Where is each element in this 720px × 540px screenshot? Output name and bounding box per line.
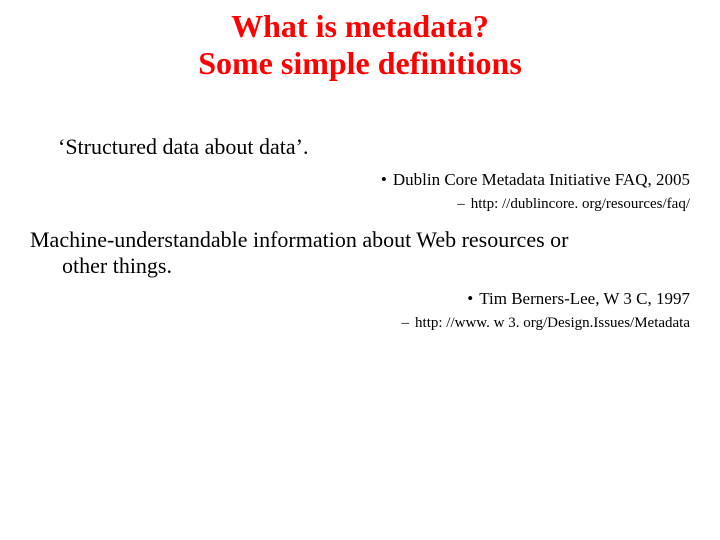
citation-1-url-text: http: //dublincore. org/resources/faq/ bbox=[471, 196, 690, 212]
citation-group-1: • Dublin Core Metadata Initiative FAQ, 20… bbox=[30, 170, 690, 213]
definition-2-line2: other things. bbox=[62, 253, 172, 278]
citation-2-source-text: Tim Berners-Lee, W 3 C, 1997 bbox=[479, 289, 690, 308]
citation-group-2: • Tim Berners-Lee, W 3 C, 1997 –http: //w… bbox=[30, 289, 690, 332]
definition-1-text: ‘Structured data about data’. bbox=[58, 134, 690, 160]
dash-icon: – bbox=[457, 196, 465, 213]
definition-2-text: Machine-understandable information about… bbox=[30, 227, 690, 280]
slide-title: What is metadata? Some simple definition… bbox=[30, 8, 690, 82]
citation-2-url: –http: //www. w 3. org/Design.Issues/Met… bbox=[30, 315, 690, 332]
bullet-icon: • bbox=[467, 289, 473, 309]
slide-container: What is metadata? Some simple definition… bbox=[0, 0, 720, 352]
citation-1-url: –http: //dublincore. org/resources/faq/ bbox=[30, 196, 690, 213]
citation-2-url-text: http: //www. w 3. org/Design.Issues/Meta… bbox=[415, 315, 690, 331]
title-line-1: What is metadata? bbox=[30, 8, 690, 45]
citation-1-source: • Dublin Core Metadata Initiative FAQ, 20… bbox=[30, 170, 690, 190]
dash-icon: – bbox=[402, 315, 410, 332]
citation-2-source: • Tim Berners-Lee, W 3 C, 1997 bbox=[30, 289, 690, 309]
citation-1-source-text: Dublin Core Metadata Initiative FAQ, 200… bbox=[393, 170, 690, 189]
definition-2-line1: Machine-understandable information about… bbox=[30, 227, 568, 252]
bullet-icon: • bbox=[381, 170, 387, 190]
title-line-2: Some simple definitions bbox=[30, 45, 690, 82]
